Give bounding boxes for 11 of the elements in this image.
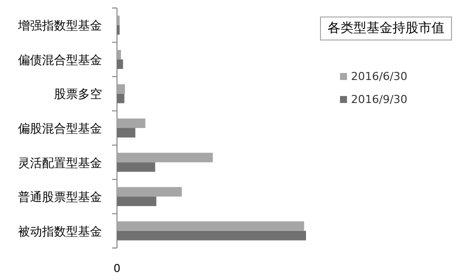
y-tick-label: 灵活配置型基金 — [18, 156, 102, 170]
y-tick-label: 股票多空 — [54, 87, 102, 102]
legend-label: 2016/6/30 — [351, 70, 408, 83]
text: 各类型基金持股市值 — [328, 21, 444, 36]
y-tick-label: 普通股票型基金 — [18, 190, 102, 204]
y-tick-label: 偏股混合型基金 — [18, 122, 102, 136]
y-tick-label: 被动指数型基金 — [18, 224, 102, 238]
text: 0 — [114, 262, 120, 275]
y-tick-label: 偏债混合型基金 — [18, 52, 102, 67]
y-tick-label: 增强指数型基金 — [17, 18, 102, 33]
legend-label: 2016/9/30 — [351, 93, 408, 106]
